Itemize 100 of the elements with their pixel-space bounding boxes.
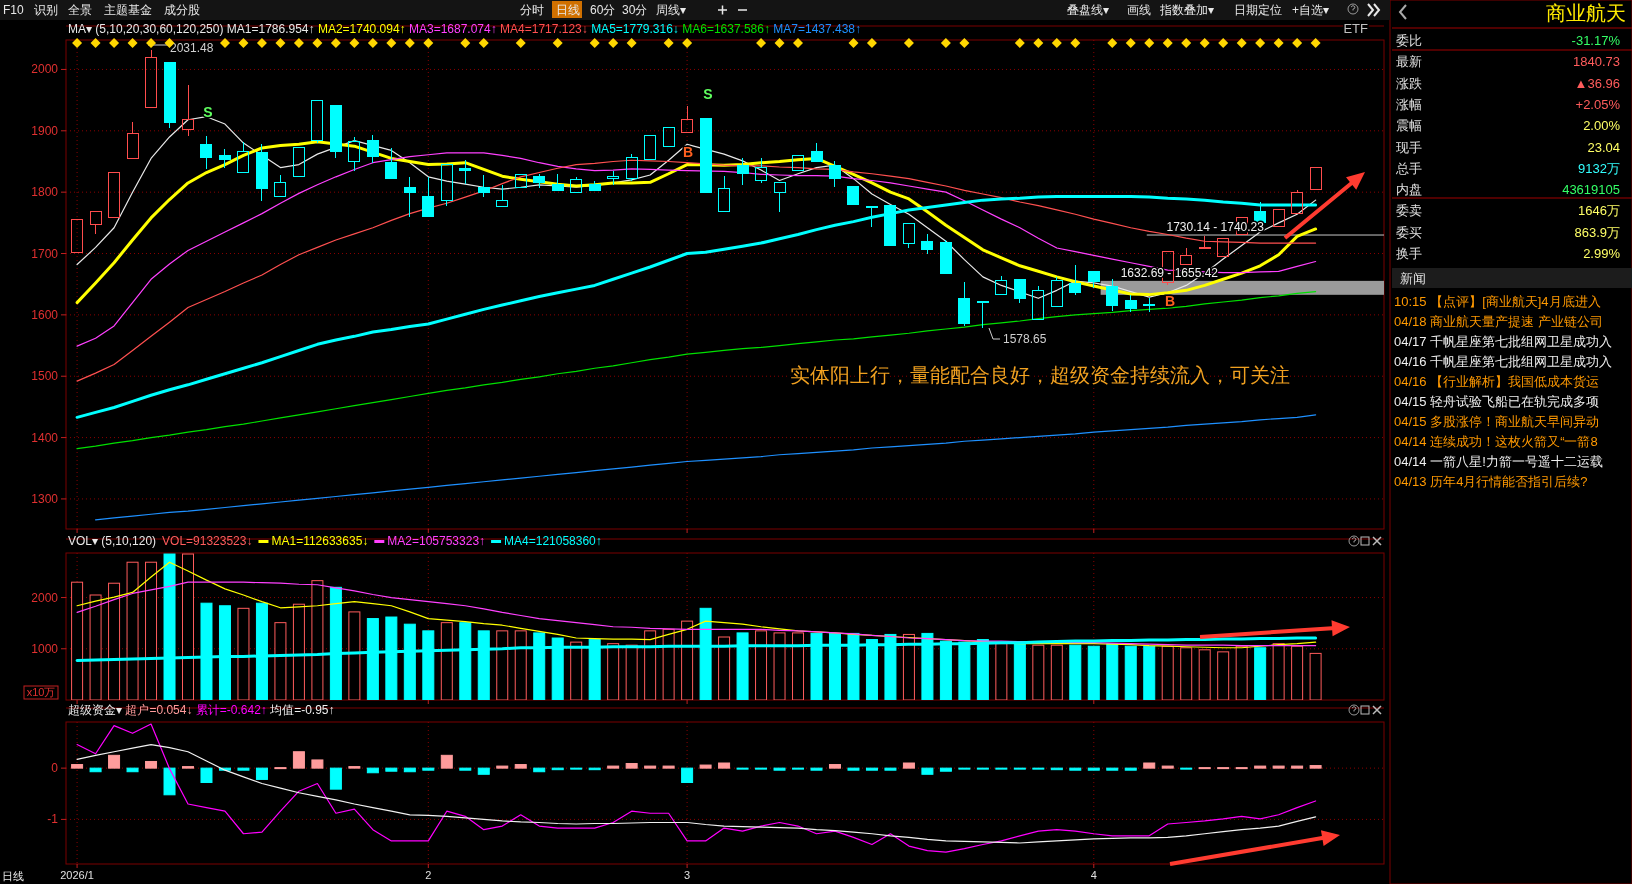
candlestick (1217, 238, 1230, 258)
candlestick (255, 143, 268, 202)
candlestick (514, 174, 527, 188)
candlestick (736, 157, 749, 186)
text: 叠盘线▾ (1067, 3, 1110, 17)
y-tick-label: 1800 (31, 185, 59, 200)
bar (902, 762, 915, 769)
y-tick-label: 1900 (31, 123, 59, 138)
line-series (75, 140, 1318, 305)
bar (1143, 645, 1156, 700)
y-tick-label: 1600 (31, 307, 59, 322)
y-tick-label: 2000 (31, 590, 59, 605)
x-tick-label: 2026/1 (60, 869, 94, 881)
candlestick (89, 211, 102, 235)
text: 2.00% (1583, 118, 1620, 134)
text: -31.17% (1571, 33, 1620, 48)
bar (1087, 645, 1100, 700)
candlestick (718, 175, 731, 213)
candlestick (1069, 264, 1082, 296)
candlestick (1106, 278, 1119, 312)
candlestick (1180, 247, 1193, 266)
candlestick (644, 135, 657, 161)
candlestick (71, 219, 84, 253)
bar (477, 767, 490, 775)
text: MA6=1637.586↑ (682, 22, 774, 36)
line-series (76, 581, 1317, 647)
category-label: 涨跌 (1396, 75, 1422, 91)
candlestick (1291, 189, 1304, 215)
candlestick (699, 118, 712, 193)
bar (163, 767, 176, 796)
category-label: 最新 (1396, 54, 1422, 70)
text: 04/17 千帆星座第七批组网卫星成功入 (1394, 334, 1613, 349)
candlestick (348, 136, 361, 172)
text: MA1=1786.954↑ (226, 22, 318, 36)
candlestick (921, 234, 934, 255)
annotation: 实体阳上行，量能配合良好，超级资金持续流入，可关注 (790, 364, 1290, 386)
line-series (94, 414, 1317, 521)
line-series (76, 290, 1317, 450)
bar (718, 762, 731, 769)
bar (1106, 643, 1119, 700)
candlestick (366, 134, 379, 164)
text: 04/14 连续成功！这枚火箭又“一箭8 (1394, 434, 1598, 449)
candlestick (755, 157, 768, 184)
text: 累计=-0.642↑ (195, 703, 271, 717)
candlestick (995, 275, 1008, 296)
candlestick (847, 186, 860, 205)
text: 成分股 (164, 3, 200, 17)
text: MA5=1779.316↓ (591, 22, 683, 36)
text: 43619105 (1562, 182, 1620, 198)
category-label: 换手 (1396, 246, 1422, 261)
candlestick (1272, 209, 1285, 228)
y-tick-label: 1000 (31, 641, 59, 656)
bar (108, 754, 121, 769)
text: 04/14 一箭八星!力箭一号遥十二运载 (1394, 454, 1603, 469)
candlestick (292, 147, 305, 178)
text: 10:15 【点评】[商业航天]4月底进入 (1394, 294, 1601, 309)
candlestick (163, 62, 176, 129)
candlestick (1198, 235, 1211, 250)
candlestick (274, 174, 287, 197)
text: 1840.73 (1573, 54, 1620, 70)
text: MA4=1717.123↓ (500, 22, 592, 36)
chart-title: 超级资金▾ (68, 703, 126, 717)
legend-label: MA4=121058360↑ (504, 534, 602, 548)
category-label: 委比 (1396, 33, 1422, 48)
candlestick (792, 154, 805, 172)
text: F10 (3, 3, 24, 17)
text: 23.04 (1587, 139, 1620, 155)
text: 识别 (34, 3, 58, 17)
candlestick (902, 222, 915, 249)
text: MA3=1687.074↑ (408, 22, 501, 36)
annotation: S (203, 104, 213, 120)
candlestick (329, 105, 342, 159)
text: 9132万 (1578, 160, 1620, 176)
bar (200, 767, 213, 783)
candlestick (182, 84, 194, 137)
text: 04/16 千帆星座第七批组网卫星成功入 (1394, 354, 1613, 369)
text: 均值=-0.95↑ (269, 703, 335, 717)
legend-label: MA1=112633635↓ (271, 534, 369, 548)
text: +2.05% (1575, 96, 1620, 112)
annotation: S (703, 86, 713, 102)
text: 日线 (556, 3, 580, 17)
y-tick-label: 2000 (31, 62, 59, 77)
bar (329, 767, 342, 790)
x-tick-label: 2 (425, 869, 432, 881)
text: ▲36.96 (1574, 75, 1620, 91)
bar (681, 767, 694, 783)
line-series (76, 723, 1317, 853)
candlestick (773, 181, 786, 213)
text: MA2=1740.094↑ (317, 22, 409, 36)
series-label: VOL=91323523↓ (162, 534, 253, 548)
candlestick (1309, 166, 1322, 191)
text: 04/18 商业航天量产提速 产业链公司 (1394, 314, 1603, 329)
text: 2.99% (1583, 246, 1620, 261)
category-label: 总手 (1395, 160, 1422, 176)
annotation: B (1164, 293, 1176, 309)
text: 04/15 多股涨停！商业航天早间异动 (1394, 414, 1600, 429)
candlestick (884, 204, 897, 247)
bar (292, 751, 305, 769)
candlestick (662, 126, 675, 147)
candlestick (218, 148, 231, 169)
